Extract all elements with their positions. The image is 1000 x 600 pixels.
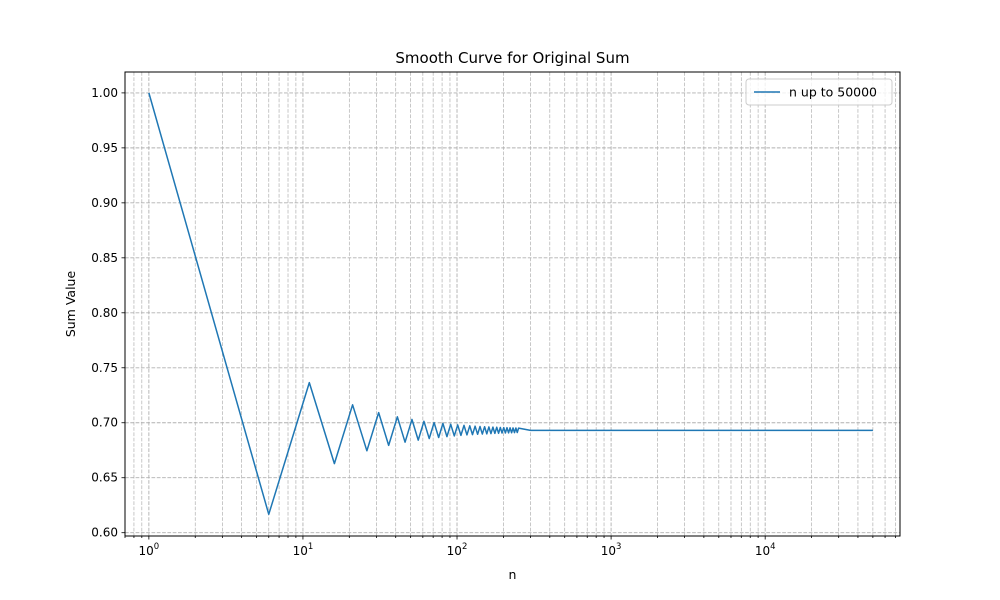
x-tick-label: 101 (293, 542, 314, 558)
legend-box (745, 78, 893, 106)
series-layer (148, 92, 873, 516)
y-tick-label: 0.95 (91, 141, 118, 155)
y-tick-label: 0.75 (91, 361, 118, 375)
ticks: 100 101 102 103 104 0.60 0.65 0.70 0.75 0.80 0.85 0… (91, 86, 896, 558)
x-tick-label: 104 (755, 542, 776, 558)
chart-title: Smooth Curve for Original Sum (395, 49, 629, 67)
x-tick-label: 102 (447, 542, 468, 558)
x-axis-label: n (509, 567, 517, 582)
grid (124, 72, 900, 536)
y-axis-label: Sum Value (63, 271, 78, 338)
y-tick-label: 0.70 (91, 416, 118, 430)
x-tick-label: 103 (601, 542, 622, 558)
y-tick-label: 0.80 (91, 306, 118, 320)
y-tick-label: 0.65 (91, 471, 118, 485)
series-line (148, 92, 873, 516)
legend: n up to 50000 (745, 78, 893, 106)
y-tick-label: 0.60 (91, 526, 118, 540)
y-tick-label: 0.85 (91, 251, 118, 265)
legend-label: n up to 50000 (789, 85, 877, 100)
y-tick-label: 0.90 (91, 196, 118, 210)
x-tick-label: 100 (139, 542, 160, 558)
y-tick-label: 1.00 (91, 86, 118, 100)
plot-frame (124, 71, 901, 537)
